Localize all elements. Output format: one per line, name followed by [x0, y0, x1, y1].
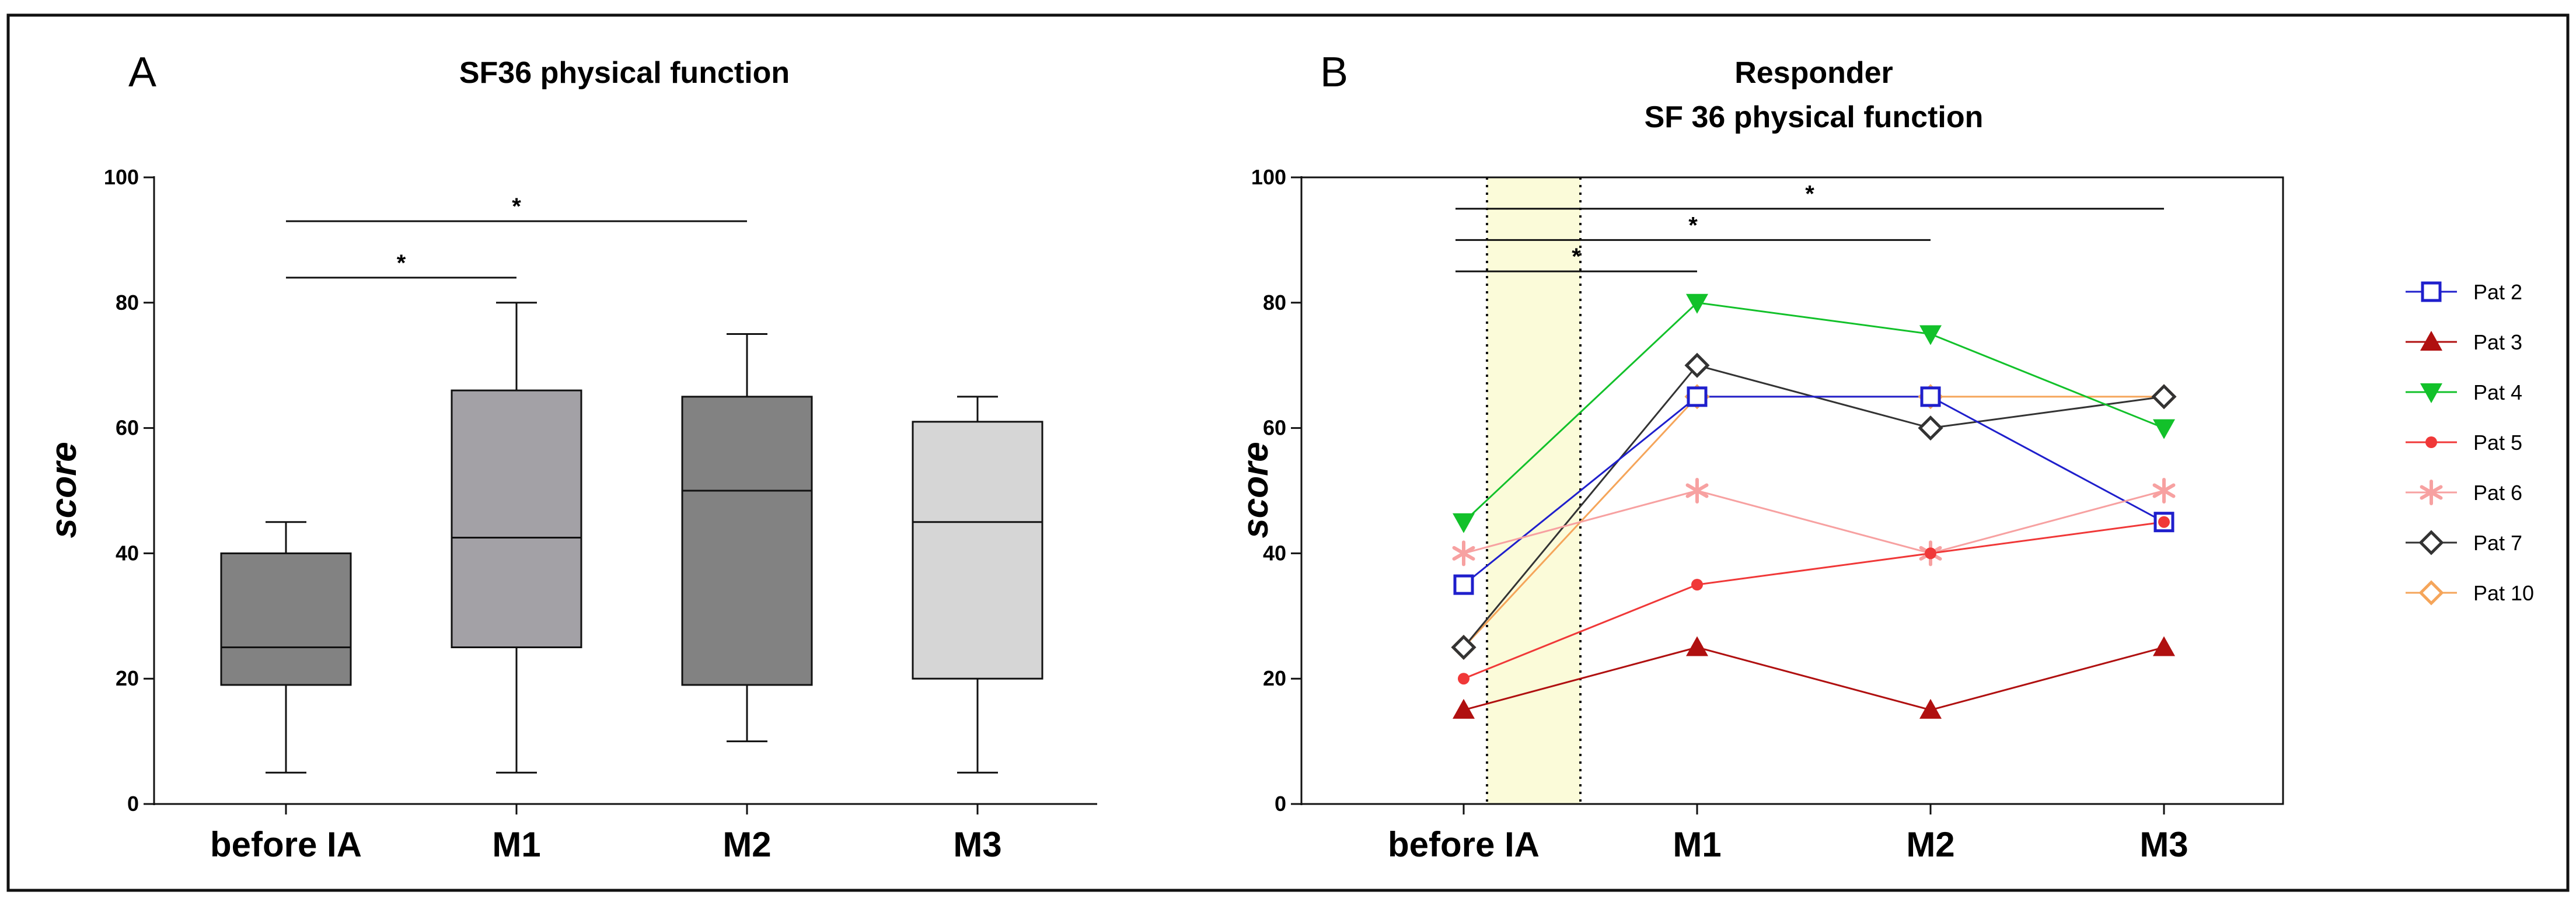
panel-a-x-tick-label-0: before IA: [210, 825, 362, 864]
series-pat-7-point-3: [2151, 384, 2177, 410]
legend-pat-3-label: Pat 3: [2473, 330, 2522, 354]
panel-b-y-tick-label-80: 80: [1263, 291, 1286, 314]
legend-pat-7-label: Pat 7: [2473, 531, 2522, 555]
panel-a-x-tick-label-3: M3: [953, 825, 1001, 864]
panel-b-y-tick-label-20: 20: [1263, 666, 1286, 690]
legend-pat-7-marker: [2418, 530, 2444, 555]
series-pat-6-point-1-stroke-2: [1685, 483, 1709, 498]
box-2-iqr: [681, 396, 813, 686]
legend-pat-4-label: Pat 4: [2473, 380, 2522, 404]
panel-b-plot: 0 20 40 60 80 100 before IA M1 M2 M3 * * *: [1251, 165, 2284, 864]
panel-b-y-axis-label: score: [1235, 442, 1276, 538]
series-pat-2-point-0: [1453, 574, 1474, 595]
panel-a-y-tick-label-40: 40: [116, 541, 139, 565]
panel-a-x-tick-label-1: M1: [492, 825, 540, 864]
series-pat-3-point-3: [2153, 636, 2175, 656]
series-pat-5-point-3: [2158, 516, 2170, 528]
series-pat-3-point-1: [1686, 636, 1708, 656]
series-pat-4-point-3: [2153, 419, 2175, 439]
panel-b-significance-star-1: *: [1688, 212, 1698, 238]
panel-a-y-tick-label-60: 60: [116, 416, 139, 440]
series-pat-3-line: [1463, 646, 2165, 711]
series-pat-4-line: [1462, 302, 2165, 523]
panel-a-significance-star-0: *: [397, 250, 406, 276]
series-pat-6-point-0-stroke-2: [1452, 546, 1475, 561]
series-pat-3-point-2: [1919, 698, 1942, 719]
series-pat-6-point-3: [2152, 478, 2176, 504]
legend-pat-5-label: Pat 5: [2473, 431, 2522, 455]
panel-b-title-line-1: Responder: [1734, 56, 1893, 90]
legend-pat-10-label: Pat 10: [2473, 581, 2534, 605]
legend-pat-3-marker: [2420, 331, 2442, 351]
series-pat-5-point-0: [1458, 673, 1469, 685]
series-pat-6-line: [1463, 490, 2165, 554]
panel-a-x-tick-label-2: M2: [722, 825, 771, 864]
panel-b-x-tick-label-1: M1: [1673, 825, 1721, 864]
panel-a-plot: 0 20 40 60 80 100 before IA M1 M2 M3 * *: [104, 165, 1097, 864]
panel-b-title-line-2: SF 36 physical function: [1645, 100, 1984, 134]
legend-pat-6-label: Pat 6: [2473, 481, 2522, 505]
panel-b-x-tick-label-0: before IA: [1388, 825, 1540, 864]
panel-b-significance-star-0: *: [1805, 181, 1814, 207]
panel-a: A SF36 physical function score 0 20 40 60 80…: [44, 49, 1097, 864]
series-pat-2-point-1: [1687, 386, 1708, 407]
series-pat-5-point-1: [1691, 579, 1703, 591]
panel-a-y-axis-label: score: [44, 442, 84, 538]
legend-pat-2-marker: [2421, 281, 2442, 302]
box-1: [451, 302, 582, 774]
panel-b-y-tick-label-40: 40: [1263, 541, 1286, 565]
legend-pat-2-label: Pat 2: [2473, 280, 2522, 304]
series-pat-7-point-2: [1918, 415, 1943, 441]
series-pat-7-point-1: [1684, 352, 1710, 378]
box-3: [912, 396, 1043, 774]
series-pat-2-line: [1463, 396, 2165, 586]
box-1-iqr: [451, 389, 582, 648]
panel-b-letter: B: [1320, 49, 1348, 96]
series-pat-2-point-2: [1920, 386, 1941, 407]
series-pat-6-point-0: [1452, 540, 1475, 567]
panel-a-title: SF36 physical function: [459, 56, 790, 90]
legend-pat-10-marker: [2418, 580, 2444, 606]
series-pat-3-point-0: [1453, 698, 1475, 719]
panel-a-y-tick-label-0: 0: [127, 792, 139, 816]
panel-b-y-tick-label-0: 0: [1275, 792, 1286, 816]
series-pat-5-point-2: [1925, 547, 1936, 560]
outer-frame: [6, 13, 2570, 892]
legend-pat-6-marker: [2420, 480, 2443, 505]
series-pat-4-point-1: [1686, 293, 1708, 314]
panel-b-x-tick-label-3: M3: [2139, 825, 2188, 864]
panel-a-significance-star-1: *: [512, 194, 521, 219]
panel-a-y-tick-label-100: 100: [104, 165, 139, 189]
panel-a-letter: A: [128, 49, 156, 96]
series-pat-4-point-0: [1453, 513, 1475, 533]
panel-b-y-tick-label-100: 100: [1251, 165, 1286, 189]
box-0-iqr: [220, 552, 352, 686]
panel-b: B Responder SF 36 physical function scor…: [1235, 49, 2534, 864]
series-pat-5-line: [1463, 521, 2165, 680]
series-pat-4-point-2: [1919, 325, 1942, 345]
box-3-iqr: [912, 421, 1043, 680]
panel-b-y-tick-label-60: 60: [1263, 416, 1286, 440]
series-pat-6-point-3-stroke-2: [2152, 483, 2176, 498]
panel-a-y-tick-label-80: 80: [116, 291, 139, 314]
legend-pat-6-marker-stroke-2: [2420, 485, 2443, 500]
panel-b-x-tick-label-2: M2: [1906, 825, 1954, 864]
series-pat-7-point-0: [1451, 634, 1477, 660]
series-pat-6-point-1: [1685, 478, 1709, 504]
panel-b-significance-star-2: *: [1572, 244, 1581, 270]
box-2: [681, 333, 813, 743]
legend-pat-5-marker: [2425, 436, 2437, 448]
panel-a-y-tick-label-20: 20: [116, 666, 139, 690]
box-0: [220, 521, 352, 774]
legend-pat-4-marker: [2420, 383, 2442, 403]
panel-b-legend: Pat 2 Pat 3 Pat 4 Pat 5 Pat 6 Pat 7 Pat 10: [2406, 280, 2534, 606]
